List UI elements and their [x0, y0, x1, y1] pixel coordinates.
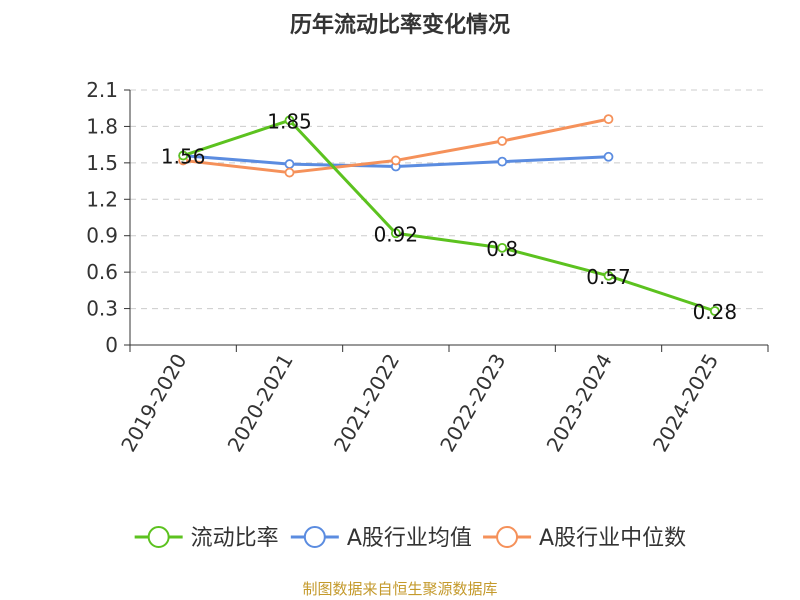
legend-item-1[interactable]: A股行业均值	[290, 526, 472, 551]
data-label: 0.28	[693, 300, 738, 324]
source-note: 制图数据来自恒生聚源数据库	[302, 580, 497, 598]
data-point	[284, 159, 295, 169]
legend-item-0[interactable]: 流动比率	[134, 526, 279, 551]
x-tick-label: 2022-2023	[435, 349, 510, 455]
x-tick-label: 2021-2022	[329, 350, 404, 456]
data-point	[390, 155, 401, 166]
data-point	[497, 136, 508, 146]
data-point	[390, 228, 401, 239]
legend-label: 流动比率	[191, 526, 279, 551]
data-point	[603, 270, 614, 281]
chart-title: 历年流动比率变化情况	[290, 12, 510, 38]
legend-marker	[496, 526, 519, 548]
y-tick-label: 0.3	[86, 297, 118, 321]
legend-marker	[303, 526, 326, 548]
y-tick-label: 1.8	[86, 114, 118, 138]
data-point	[178, 150, 189, 161]
legend: 流动比率 A股行业均值 A股行业中位数	[134, 526, 686, 551]
data-point	[284, 167, 295, 178]
data-point	[603, 114, 614, 125]
x-tick-label: 2024-2025	[648, 350, 723, 456]
data-label: 0.8	[486, 237, 518, 261]
data-point	[603, 151, 614, 162]
data-point	[709, 306, 720, 316]
data-label: 0.92	[374, 222, 419, 246]
y-tick-label: 0.9	[86, 224, 118, 248]
x-tick-label: 2020-2021	[223, 350, 298, 456]
x-tick-label: 2019-2020	[116, 350, 191, 456]
series-line-0	[182, 118, 716, 313]
legend-label: A股行业均值	[347, 526, 472, 551]
data-point	[497, 242, 508, 253]
data-label: 1.56	[161, 145, 206, 169]
x-tick-label: 2023-2024	[542, 350, 617, 456]
data-labels: 1.56 1.85 0.92 0.8 0.57 0.28	[161, 109, 737, 324]
data-label: 1.85	[267, 109, 312, 133]
legend-marker	[147, 526, 170, 548]
legend-item-2[interactable]: A股行业中位数	[483, 526, 686, 551]
y-tick-label: 1.2	[86, 187, 118, 211]
grid-lines	[130, 89, 768, 310]
y-tick-label: 0	[105, 333, 118, 357]
axes: 0 0.3 0.6 0.9 1.2 1.5 1.8 2.1 2019-2020 2020-2021…	[86, 78, 769, 456]
data-point	[284, 115, 295, 126]
y-tick-label: 0.6	[86, 260, 118, 284]
legend-label: A股行业中位数	[539, 526, 686, 551]
data-point	[497, 156, 508, 167]
series-layer	[178, 114, 720, 316]
y-tick-label: 1.5	[86, 151, 118, 175]
y-tick-label: 2.1	[86, 78, 118, 102]
data-label: 0.57	[586, 265, 631, 289]
